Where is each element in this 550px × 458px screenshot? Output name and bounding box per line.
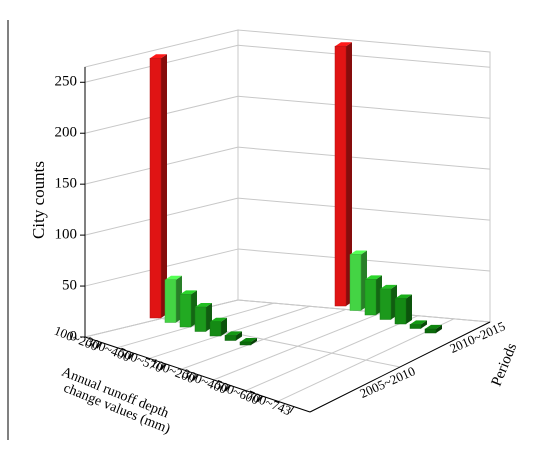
y-tick-label: 250 [55,74,78,90]
bar [209,321,222,337]
bar-side [236,331,242,341]
bar [334,45,347,307]
bar-top [380,284,397,289]
z-axis [309,321,491,413]
bar [349,254,362,311]
x-tick [193,374,198,381]
bar [194,306,207,332]
bar [379,288,392,320]
z-tick-label: 2010~2015 [447,318,507,356]
bar-top [210,317,227,322]
bar-top [165,275,182,280]
y-tick-label: 100 [55,227,78,243]
bar-side [346,42,352,306]
x-tick-label: 700~743 [245,387,293,418]
z-axis-title: Periods [489,341,521,389]
y-tick-label: 50 [62,277,77,293]
bar-side [221,317,227,336]
y-tick-label: 200 [55,125,78,141]
bar [424,328,437,334]
bar-top [350,250,367,255]
bar [149,57,162,319]
bar-top [335,42,352,47]
bar-top [180,290,197,295]
y-tick-label: 0 [70,328,78,344]
bar [164,279,177,323]
bar-top [395,294,412,299]
y-axis-title: City counts [29,161,48,239]
bar-top [195,303,212,308]
grid-line [237,197,491,221]
x-tick [160,363,166,371]
bar-top [150,54,167,59]
x-tick [225,384,231,392]
bar-top [365,275,382,280]
x-tick [96,342,102,349]
bar-side [436,324,442,333]
y-tick-label: 150 [55,176,78,192]
bar [394,298,407,325]
bar-side [161,54,167,318]
bar-side [421,320,427,329]
bar [224,335,237,341]
z-tick-label: 2005~2010 [357,363,417,401]
bar [409,324,422,329]
bar-top [425,324,442,329]
bar-top [225,331,242,336]
bar [239,341,252,346]
grid-line [237,146,491,170]
grid-line [237,44,491,68]
x-tick [289,406,295,413]
x-tick [257,395,263,403]
bar-top [240,337,257,342]
bar-side [406,294,412,324]
bar [179,294,192,328]
grid-line [237,299,491,323]
bar-top [410,320,427,325]
grid-line [237,95,491,119]
bar [364,279,377,316]
bar-side [251,337,257,345]
grid-line [84,299,239,338]
x-tick [128,352,134,360]
